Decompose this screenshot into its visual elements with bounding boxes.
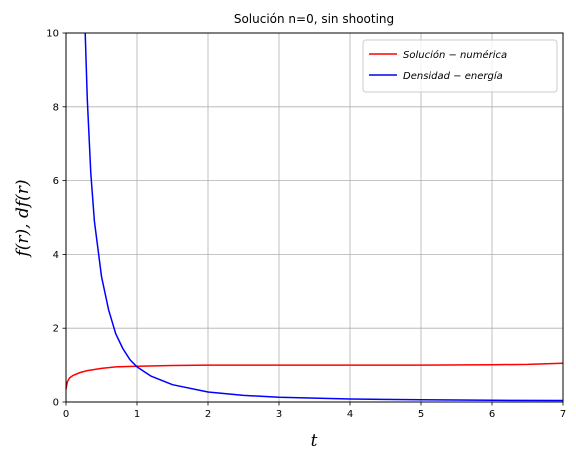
y-tick-label: 4: [53, 250, 59, 261]
legend-box: [362, 39, 558, 93]
series-line-2: [84, 32, 564, 402]
x-axis-label: t: [311, 431, 318, 451]
x-tick-label: 5: [418, 409, 424, 420]
x-tick-label: 0: [63, 409, 69, 420]
legend: Solución − numérica Densidad − energía: [362, 39, 558, 93]
y-tick-label: 6: [53, 176, 59, 187]
x-tick-label: 6: [489, 409, 495, 420]
x-tick-label: 2: [205, 409, 211, 420]
series-line-1: [65, 362, 564, 390]
y-tick-label: 10: [46, 29, 59, 40]
axes-frame: [65, 32, 564, 403]
x-tick-label: 3: [276, 409, 282, 420]
chart-title: Solución n=0, sin shooting: [234, 12, 394, 26]
legend-label-2: Densidad − energía: [403, 70, 503, 82]
y-tick-label: 8: [53, 102, 59, 113]
x-tick-label: 1: [134, 409, 140, 420]
ticks: 0 1 2 3 4 5 6 7 0 2 4 6 8 10: [46, 29, 566, 421]
y-tick-label: 0: [53, 398, 59, 409]
legend-label-1: Solución − numérica: [403, 49, 507, 61]
y-tick-label: 2: [53, 324, 59, 335]
x-tick-label: 7: [560, 409, 566, 420]
x-tick-label: 4: [347, 409, 353, 420]
y-axis-label: f(r), df(r): [13, 179, 33, 258]
plot-area: [65, 32, 564, 402]
